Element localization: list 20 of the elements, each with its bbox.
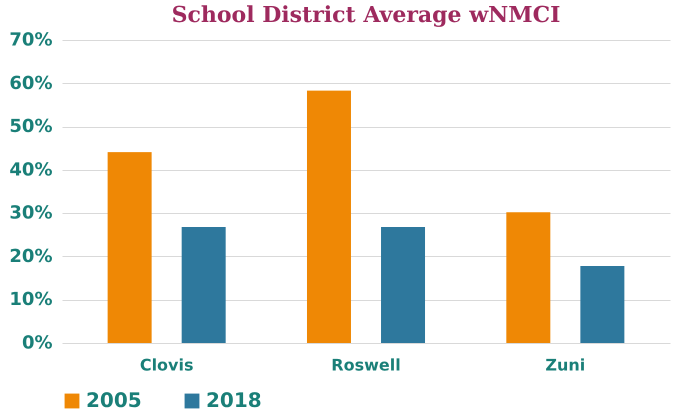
y-tick-label: 20% [9, 246, 52, 267]
legend-label: 2018 [206, 388, 262, 412]
y-tick-label: 70% [9, 30, 52, 50]
bar [182, 226, 226, 343]
y-tick-label: 40% [9, 159, 52, 180]
x-tick-label: Roswell [331, 356, 401, 374]
bar [506, 212, 550, 343]
y-tick-label: 10% [9, 289, 52, 310]
y-tick-label: 0% [22, 332, 52, 354]
bar [580, 266, 624, 343]
bar [108, 152, 152, 343]
x-tick-label: Clovis [140, 356, 194, 374]
y-tick-label: 60% [9, 72, 52, 94]
legend-label: 2005 [86, 388, 142, 412]
y-tick-label: 30% [9, 202, 52, 224]
y-tick-label: 50% [9, 116, 52, 138]
x-tick-label: Zuni [545, 356, 586, 374]
bar [306, 90, 351, 343]
chart-title: School District Average wNMCI [172, 2, 560, 28]
bar [381, 226, 426, 343]
